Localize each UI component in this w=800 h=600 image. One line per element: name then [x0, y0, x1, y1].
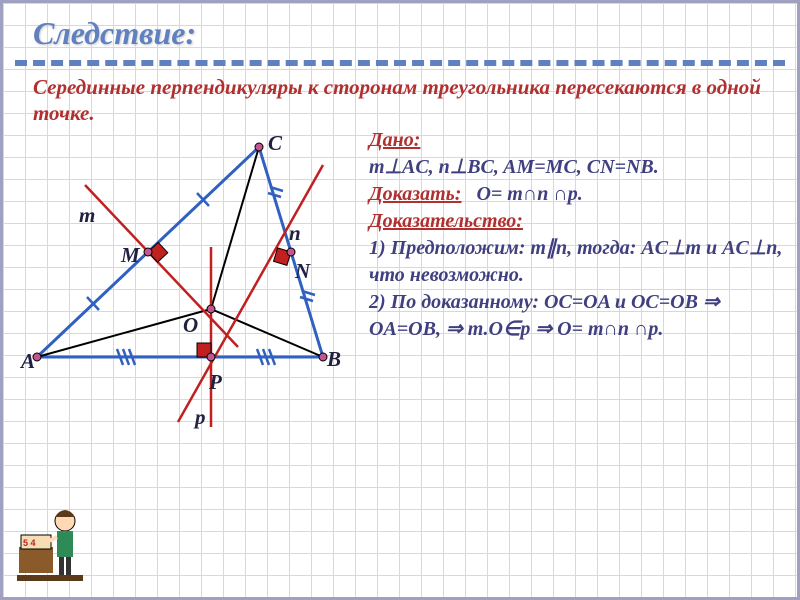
- theorem-text: Серединные перпендикуляры к сторонам тре…: [3, 74, 797, 127]
- proof-step-1: 1) Предположим: m∥n, тогда: AC⊥m и AC⊥n,…: [369, 235, 787, 289]
- svg-text:5 4: 5 4: [23, 538, 36, 548]
- diagram-svg: [13, 127, 363, 452]
- prove-text: O= m∩n ∩p.: [476, 183, 582, 205]
- diagram: A B C M N O P m n p: [13, 127, 363, 457]
- prove-label: Доказать:: [369, 183, 461, 205]
- pt-O: O: [183, 313, 198, 338]
- pt-B: B: [327, 347, 341, 372]
- given-text: m⊥AC, n⊥BC, AM=MC, CN=NB.: [369, 154, 787, 181]
- page-title: Следствие:: [3, 3, 797, 56]
- divider: [15, 60, 785, 66]
- given-label: Дано:: [369, 129, 420, 151]
- pt-N: N: [295, 259, 310, 284]
- proof-step-2: 2) По доказанному: OC=OA и OC=OB ⇒ OA=OB…: [369, 289, 787, 343]
- lbl-m: m: [79, 203, 95, 228]
- proof-label: Доказательство:: [369, 210, 523, 232]
- pt-C: C: [268, 131, 282, 156]
- proof-panel: Дано: m⊥AC, n⊥BC, AM=MC, CN=NB. Доказать…: [363, 127, 787, 457]
- pt-M: M: [121, 243, 140, 268]
- character-icon: 5 4: [15, 497, 85, 587]
- lbl-n: n: [289, 221, 301, 246]
- pt-P: P: [209, 370, 222, 395]
- pt-A: A: [21, 349, 35, 374]
- lbl-p: p: [195, 405, 206, 430]
